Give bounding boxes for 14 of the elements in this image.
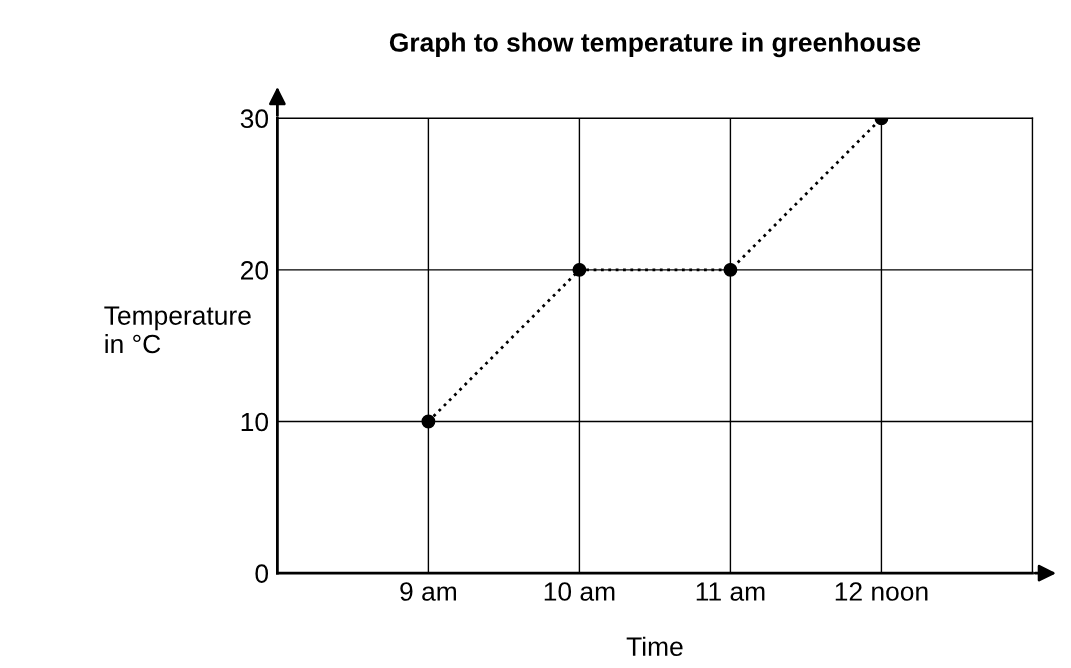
point — [723, 262, 738, 277]
x-axis-title: Time — [626, 636, 683, 657]
y-axis-title: Temperature in °C — [104, 306, 251, 354]
x-tick-label: 9 am — [400, 582, 456, 601]
y-tick-label: 10 — [241, 412, 269, 432]
y-tick-label: 0 — [255, 564, 269, 583]
x-tick-label: 12 noon — [835, 582, 928, 601]
point — [421, 414, 436, 429]
x-tick-label: 10 am — [544, 582, 615, 601]
chart-title: Graph to show temperature in greenhouse — [389, 32, 921, 58]
y-tick-label: 30 — [240, 109, 269, 129]
point — [572, 262, 587, 277]
y-tick-label: 20 — [241, 261, 269, 280]
x-tick-label: 11 am — [696, 582, 765, 601]
